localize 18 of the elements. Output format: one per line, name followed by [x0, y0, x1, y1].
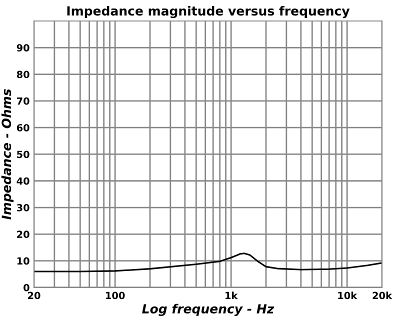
x-tick-label: 20 [28, 292, 40, 300]
y-tick-label: 90 [16, 44, 30, 52]
y-tick-label: 30 [16, 204, 30, 212]
y-tick-label: 80 [16, 70, 30, 78]
x-tick-label: 10k [338, 292, 358, 300]
y-tick-label: 50 [17, 150, 30, 158]
x-axis-title: Log frequency - Hz [142, 304, 274, 316]
y-tick-label: 40 [16, 177, 30, 185]
y-tick-label: 60 [16, 124, 30, 132]
y-tick-label: 70 [16, 97, 30, 105]
y-tick-label: 20 [17, 230, 30, 238]
chart-title: Impedance magnitude versus frequency [67, 6, 350, 18]
y-axis-title: Impedance - Ohms [1, 89, 14, 220]
y-tick-label: 0 [24, 284, 30, 292]
x-tick-label: 100 [106, 292, 125, 300]
y-tick-label: 10 [17, 257, 30, 265]
x-tick-label: 20k [372, 292, 392, 300]
x-tick-label: 1k [226, 292, 238, 300]
